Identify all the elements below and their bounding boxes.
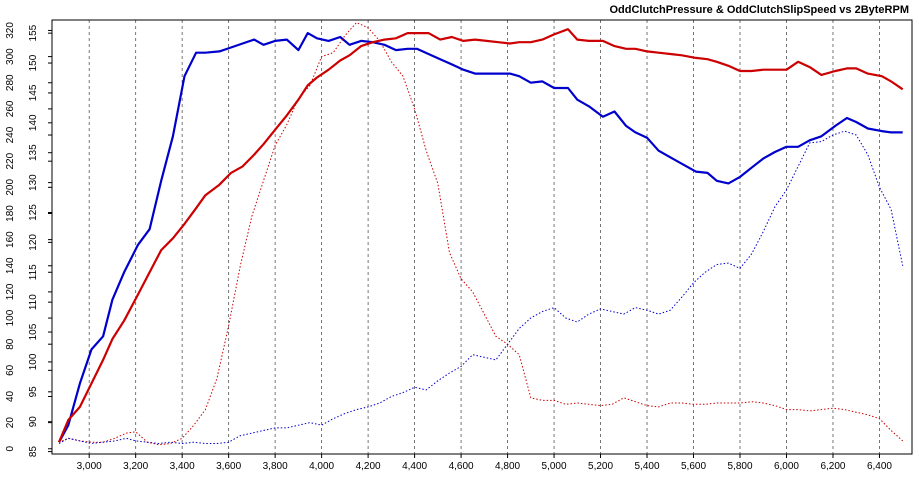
y-left-tick-label: 280 xyxy=(5,74,16,91)
x-tick-label: 3,000 xyxy=(77,461,102,472)
x-tick-label: 3,600 xyxy=(216,461,241,472)
y-left-tick-label: 320 xyxy=(5,22,16,39)
x-tick-label: 6,400 xyxy=(867,461,892,472)
series-line-2 xyxy=(57,28,904,443)
plot-frame xyxy=(51,19,913,455)
y-left-tick-label: 260 xyxy=(5,100,16,117)
y-left-tick-label: 0 xyxy=(5,446,16,452)
y-left-tick-label: 140 xyxy=(5,257,16,274)
series-line-1 xyxy=(58,31,903,443)
y-left-tick-label: 60 xyxy=(5,364,16,376)
chart-title: OddClutchPressure & OddClutchSlipSpeed v… xyxy=(609,4,909,16)
grid-lines xyxy=(88,20,880,454)
y-right-tick-label: 135 xyxy=(28,144,39,161)
y-right-tick-label: 95 xyxy=(28,386,39,398)
x-tick-labels: 3,000 3,200 3,400 3,600 3,800 4,000 4,200 4,400… xyxy=(77,461,893,472)
y-right-tick-label: 115 xyxy=(28,264,39,280)
series-line-3 xyxy=(58,22,904,446)
x-tick-label: 3,800 xyxy=(263,461,288,472)
x-tick-label: 4,400 xyxy=(402,461,427,472)
x-tick-label: 4,800 xyxy=(495,461,520,472)
x-tick-label: 3,400 xyxy=(170,461,195,472)
y-right-tick-label: 145 xyxy=(28,84,39,101)
y-left-tick-labels: 0 20 40 60 80 100 120 140 160 180 200 220 240 260 280 3… xyxy=(5,22,16,452)
y-left-tick-label: 220 xyxy=(5,152,16,169)
y-left-tick-label: 120 xyxy=(5,283,16,300)
x-tick-label: 6,200 xyxy=(820,461,845,472)
x-tick-label: 5,600 xyxy=(681,461,706,472)
y-left-tick-label: 180 xyxy=(5,205,16,222)
y-left-tick-label: 240 xyxy=(5,126,16,143)
y-left-tick-label: 80 xyxy=(5,338,16,350)
x-tick-label: 3,200 xyxy=(123,461,148,472)
x-tick-label: 5,800 xyxy=(727,461,752,472)
y-right-tick-label: 90 xyxy=(28,416,39,428)
y-right-tick-label: 85 xyxy=(28,446,39,458)
y-right-tick-label: 110 xyxy=(28,294,39,310)
x-tick-label: 5,200 xyxy=(588,461,613,472)
y-right-tick-label: 100 xyxy=(28,353,39,370)
series-lines xyxy=(57,22,904,446)
axes xyxy=(48,19,913,458)
y-right-tick-label: 125 xyxy=(28,204,39,221)
y-left-tick-label: 300 xyxy=(5,48,16,65)
y-left-tick-label: 160 xyxy=(5,231,16,248)
y-right-tick-label: 105 xyxy=(28,323,39,340)
y-right-tick-label: 120 xyxy=(28,234,39,251)
series-line-4 xyxy=(58,130,904,444)
x-tick-label: 4,200 xyxy=(356,461,381,472)
y-right-tick-labels: 85 90 95 100 105 110 115 120 125 130 135 140 145 150 1… xyxy=(28,24,39,457)
y-left-tick-label: 100 xyxy=(5,309,16,326)
y-right-tick-label: 130 xyxy=(28,174,39,191)
x-tick-label: 5,000 xyxy=(542,461,567,472)
x-tick-label: 6,000 xyxy=(774,461,799,472)
x-tick-label: 4,000 xyxy=(309,461,334,472)
y-left-tick-label: 20 xyxy=(5,417,16,429)
x-tick-label: 4,600 xyxy=(449,461,474,472)
y-left-tick-label: 200 xyxy=(5,179,16,196)
x-tick-label: 5,400 xyxy=(635,461,660,472)
y-right-tick-label: 150 xyxy=(28,54,39,71)
y-left-tick-label: 40 xyxy=(5,390,16,402)
y-right-tick-label: 140 xyxy=(28,114,39,131)
y-right-tick-label: 155 xyxy=(28,24,39,41)
